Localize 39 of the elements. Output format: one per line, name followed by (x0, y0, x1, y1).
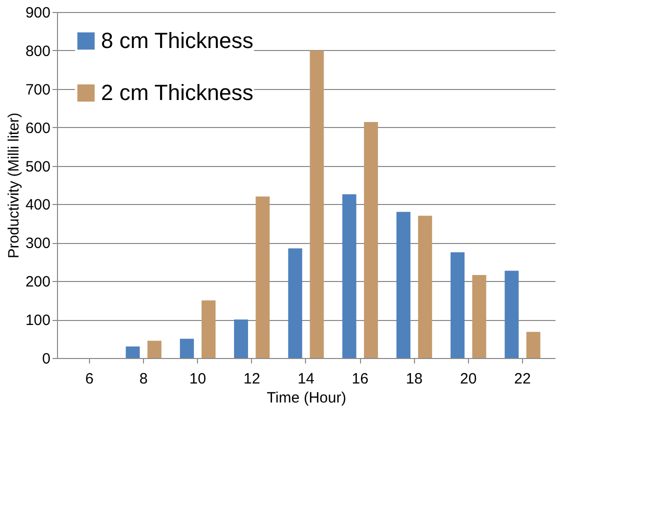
y-tick-label: 400 (25, 196, 50, 214)
bar (234, 320, 248, 358)
bar (180, 338, 194, 358)
y-tick-label: 500 (25, 158, 50, 176)
y-tick-label: 0 (42, 350, 50, 368)
y-tick-label: 700 (25, 81, 50, 98)
bar (256, 196, 270, 358)
y-tick-label: 200 (25, 274, 50, 291)
bar (396, 212, 410, 358)
y-tick-label: 900 (25, 4, 50, 22)
y-tick-label: 300 (25, 235, 50, 252)
x-tick-label: 8 (139, 370, 148, 388)
x-tick-label: 6 (85, 370, 94, 388)
bar (288, 248, 302, 358)
bar (147, 340, 162, 358)
bar (450, 252, 465, 358)
y-axis-title: Productivity (Milli liter) (5, 112, 22, 258)
x-tick-label: 10 (189, 370, 206, 388)
bar (342, 194, 356, 358)
x-tick-label: 22 (514, 370, 531, 388)
bar (202, 300, 216, 358)
x-tick-label: 20 (460, 370, 477, 388)
bar (310, 50, 324, 358)
bar (504, 270, 519, 358)
bar (126, 346, 140, 358)
y-tick-label: 800 (25, 42, 50, 60)
bar (472, 274, 486, 358)
x-tick-label: 18 (406, 370, 423, 388)
legend-label: 2 cm Thickness (101, 80, 254, 105)
x-axis-title: Time (Hour) (266, 390, 346, 406)
y-tick-label: 600 (25, 120, 50, 137)
bar (364, 122, 378, 358)
x-tick-label: 14 (298, 370, 314, 388)
bar (526, 332, 540, 358)
x-tick-label: 16 (352, 370, 368, 388)
legend-label: 8 cm Thickness (101, 28, 254, 53)
y-tick-label: 100 (25, 312, 50, 330)
bar (418, 216, 432, 358)
x-tick-label: 12 (244, 370, 260, 388)
